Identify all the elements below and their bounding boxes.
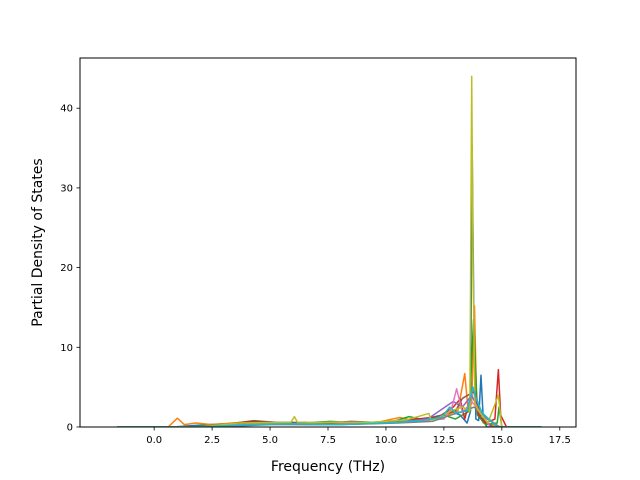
x-tick-label: 12.5 xyxy=(433,435,455,446)
x-tick-label: 5.0 xyxy=(262,435,278,446)
x-tick-label: 2.5 xyxy=(204,435,220,446)
y-tick-label: 10 xyxy=(60,343,73,354)
series-line-2 xyxy=(117,305,542,427)
x-axis-label: Frequency (THz) xyxy=(271,459,385,475)
series-layer xyxy=(117,75,542,427)
x-tick-label: 10.0 xyxy=(375,435,397,446)
x-tick-label: 7.5 xyxy=(320,435,336,446)
y-tick-label: 40 xyxy=(60,104,73,115)
y-tick-label: 30 xyxy=(60,183,73,194)
x-tick-label: 17.5 xyxy=(549,435,571,446)
x-tick-label: 15.0 xyxy=(491,435,513,446)
series-line-10 xyxy=(117,386,542,427)
y-tick-label: 20 xyxy=(60,263,73,274)
x-tick-label: 0.0 xyxy=(146,435,162,446)
y-tick-label: 0 xyxy=(67,423,73,434)
y-axis-label: Partial Density of States xyxy=(30,158,46,326)
x-axis: 0.0 2.5 5.0 7.5 10.0 12.5 15.0 17.5 xyxy=(146,427,571,446)
y-axis: 0 10 20 30 40 xyxy=(60,104,80,434)
